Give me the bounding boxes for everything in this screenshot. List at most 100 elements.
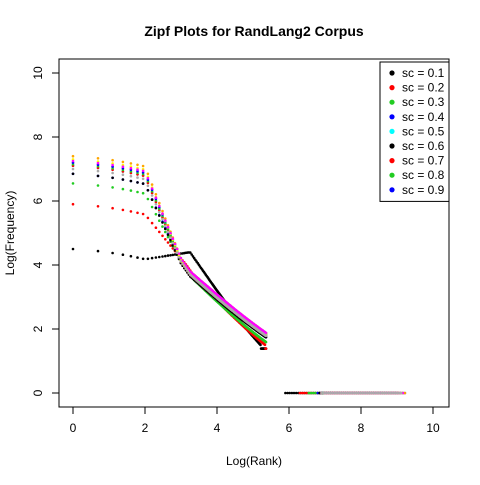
data-point — [111, 171, 114, 175]
data-point — [264, 340, 268, 344]
data-point — [71, 182, 75, 185]
data-point — [309, 391, 313, 395]
data-point — [298, 391, 302, 395]
data-point — [136, 190, 139, 194]
data-point — [136, 181, 139, 184]
data-point — [352, 391, 356, 395]
data-point — [173, 242, 177, 246]
data-point — [158, 214, 161, 217]
data-point — [335, 391, 338, 395]
data-point — [294, 391, 298, 395]
legend-label: sc = 0.5 — [402, 124, 445, 138]
legend: sc = 0.1sc = 0.2sc = 0.3sc = 0.4sc = 0.5… — [379, 61, 450, 202]
data-point — [158, 230, 161, 234]
legend-marker — [389, 85, 395, 91]
data-point — [179, 260, 183, 263]
data-point — [169, 254, 172, 257]
data-point — [328, 391, 332, 395]
data-point — [96, 174, 100, 178]
data-point — [129, 162, 133, 165]
data-point — [376, 391, 379, 395]
data-point — [348, 391, 351, 395]
x-tick-label: 10 — [426, 421, 440, 435]
data-point — [166, 224, 170, 227]
y-tick-label: 0 — [31, 389, 45, 396]
data-point — [173, 253, 177, 256]
data-point — [136, 176, 139, 179]
data-point — [395, 391, 399, 395]
data-point — [141, 169, 145, 173]
data-point — [341, 391, 345, 395]
data-point — [164, 238, 167, 241]
data-point — [171, 253, 175, 257]
data-point — [314, 391, 317, 395]
data-point — [365, 391, 369, 395]
data-point — [326, 391, 330, 395]
data-point — [288, 391, 292, 395]
data-point — [166, 230, 170, 234]
data-point — [158, 255, 161, 259]
data-point — [150, 198, 154, 201]
data-point — [263, 343, 267, 347]
data-point — [71, 159, 75, 163]
legend-label: sc = 0.1 — [402, 66, 445, 80]
legend-label: sc = 0.4 — [402, 110, 445, 124]
data-point — [361, 391, 364, 395]
data-point — [129, 189, 133, 192]
chart-title: Zipf Plots for RandLang2 Corpus — [144, 23, 364, 39]
data-point — [141, 177, 145, 181]
data-point — [161, 209, 164, 213]
legend-marker — [389, 143, 395, 149]
data-point — [150, 183, 154, 186]
y-tick-label: 4 — [31, 261, 45, 268]
y-tick-label: 8 — [31, 133, 45, 140]
data-point — [150, 256, 154, 260]
data-point — [150, 221, 154, 225]
data-point — [166, 254, 170, 257]
data-point — [166, 225, 170, 229]
data-point — [96, 249, 100, 253]
data-point — [164, 230, 167, 234]
data-point — [378, 391, 382, 395]
legend-marker — [389, 187, 395, 193]
data-point — [146, 184, 150, 188]
data-point — [181, 262, 184, 266]
data-point — [389, 391, 392, 395]
data-point — [175, 251, 179, 254]
data-point — [184, 267, 188, 271]
data-point — [264, 334, 268, 338]
data-point — [96, 169, 100, 173]
data-point — [129, 179, 133, 183]
data-point — [129, 166, 133, 170]
data-point — [96, 161, 100, 165]
data-point — [121, 173, 125, 176]
data-point — [189, 251, 192, 254]
data-point — [171, 241, 175, 245]
data-point — [359, 391, 362, 395]
data-point — [154, 193, 158, 196]
data-point — [339, 391, 343, 395]
data-point — [154, 256, 158, 259]
x-tick-label: 8 — [358, 421, 365, 435]
data-point — [400, 391, 403, 395]
data-point — [164, 254, 167, 258]
data-point — [343, 391, 347, 395]
data-point — [346, 391, 349, 395]
y-tick-label: 10 — [31, 66, 45, 80]
x-axis-label: Log(Rank) — [226, 454, 282, 468]
data-point — [71, 154, 75, 158]
x-tick-label: 2 — [142, 421, 149, 435]
data-point — [356, 391, 360, 395]
data-point — [166, 235, 170, 239]
data-point — [136, 211, 139, 215]
data-point — [320, 391, 323, 395]
data-point — [154, 206, 158, 210]
data-point — [96, 184, 100, 187]
data-point — [169, 244, 172, 247]
data-point — [164, 217, 167, 220]
data-points — [71, 154, 407, 395]
data-point — [161, 234, 164, 238]
data-point — [324, 391, 328, 395]
x-axis: 0 2 4 6 8 10 — [70, 406, 440, 435]
data-point — [333, 391, 336, 395]
